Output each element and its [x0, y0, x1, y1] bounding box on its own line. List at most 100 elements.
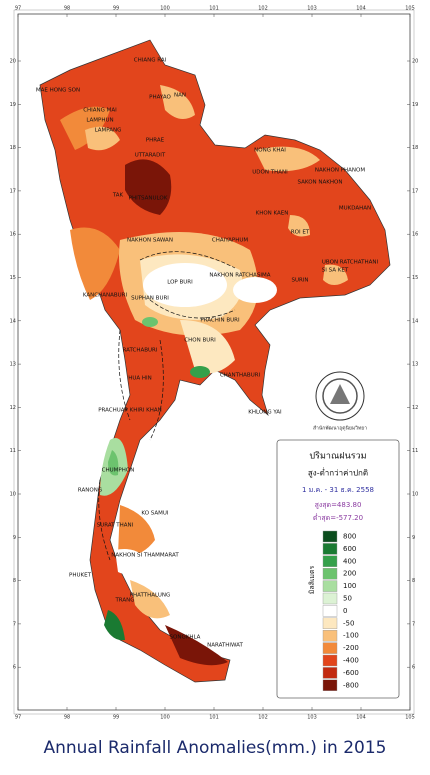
- lon-label: 100: [160, 715, 170, 721]
- place-label: CHIANG MAI: [83, 108, 117, 114]
- legend-label: 800: [343, 533, 356, 541]
- place-label: NAN: [174, 93, 186, 99]
- legend-label: -400: [343, 657, 359, 665]
- place-label: CHAIYAPHUM: [212, 238, 249, 244]
- place-label: LOP BURI: [167, 280, 193, 286]
- place-label: SUPHAN BURI: [131, 296, 169, 302]
- place-label: PHRAE: [146, 138, 165, 144]
- lat-label: 19: [10, 102, 16, 108]
- lat-label: 17: [10, 188, 16, 194]
- lat-label: 13: [412, 362, 418, 368]
- legend-max: สูงสุด=483.80: [315, 501, 362, 509]
- lat-label: 16: [412, 232, 418, 238]
- lon-label: 105: [405, 715, 415, 721]
- lon-label: 98: [64, 715, 70, 721]
- place-label: SAKON NAKHON: [298, 180, 343, 186]
- lat-label: 6: [412, 665, 415, 671]
- anomaly-zone: [108, 450, 119, 476]
- legend-swatch: [322, 530, 338, 543]
- anomaly-zone: [165, 625, 228, 666]
- lat-label: 20: [10, 59, 16, 65]
- anomaly-zone: [125, 159, 172, 215]
- lat-label: 11: [412, 448, 418, 454]
- place-label: NAKHON PHANOM: [315, 168, 365, 174]
- place-label: KHLONG YAI: [248, 410, 282, 416]
- place-label: NARATHIWAT: [207, 643, 243, 649]
- anomaly-zone: [143, 263, 227, 307]
- legend-label: 600: [343, 545, 356, 553]
- lat-label: 7: [412, 621, 415, 627]
- lon-label: 99: [113, 715, 119, 721]
- legend-period: 1 ม.ค. - 31 ธ.ค. 2558: [302, 486, 374, 494]
- lon-label: 97: [15, 715, 21, 721]
- emblem-inner: [322, 378, 358, 414]
- anomaly-zone: [70, 227, 120, 300]
- place-label: KHON KAEN: [256, 211, 289, 217]
- lon-label: 101: [209, 6, 219, 12]
- anomaly-zone: [233, 277, 277, 303]
- lon-label: 97: [15, 6, 21, 12]
- place-label: PRACHUAP KHIRI KHAN: [98, 408, 162, 414]
- place-label: PRACHIN BURI: [200, 318, 240, 324]
- place-label: CHIANG RAI: [134, 58, 167, 64]
- lon-label: 104: [356, 6, 366, 12]
- anomaly-zone: [104, 610, 125, 641]
- place-label: RATCHABURI: [123, 348, 158, 354]
- emblem-mark: [330, 384, 350, 404]
- lon-label: 105: [405, 6, 415, 12]
- agency-name: สำนักพัฒนาอุตุนิยมวิทยา: [313, 425, 367, 432]
- lat-label: 12: [10, 405, 16, 411]
- place-label: MAE HONG SON: [36, 88, 80, 94]
- legend-label: -50: [343, 619, 354, 627]
- legend-items: 800 600 400 200 100 50 0 -50 -100 -200 -400 -600 -80…: [322, 530, 359, 691]
- lat-label: 14: [412, 318, 418, 324]
- lon-label: 98: [64, 6, 70, 12]
- lat-label: 6: [13, 665, 16, 671]
- lon-label: 104: [356, 715, 366, 721]
- legend-swatch: [322, 580, 338, 592]
- legend-unit: มิลลิเมตร: [308, 566, 316, 595]
- place-label: TRANG: [114, 598, 134, 604]
- lat-label: 7: [13, 621, 16, 627]
- map: 9797989899991001001011011021021031031041…: [10, 6, 419, 721]
- place-label: UTTARADIT: [135, 153, 166, 159]
- lat-label: 20: [412, 59, 418, 65]
- legend: ปริมาณฝนรวม สูง-ต่ำกว่าค่าปกติ 1 ม.ค. - …: [276, 439, 400, 699]
- lat-label: 16: [10, 232, 16, 238]
- place-label: HUA HIN: [128, 376, 152, 382]
- place-label: MUKDAHAN: [339, 206, 371, 212]
- lat-label: 9: [412, 535, 415, 541]
- place-label: SI SA KET: [322, 268, 349, 274]
- lat-label: 14: [10, 318, 16, 324]
- anomaly-zone: [160, 85, 195, 119]
- place-label: UDON THANI: [252, 170, 288, 176]
- legend-swatch: [322, 617, 338, 629]
- place-label: UBON RATCHATHANI: [322, 260, 379, 266]
- place-label: NAKHON SI THAMMARAT: [111, 553, 179, 559]
- lat-label: 9: [13, 535, 16, 541]
- lat-label: 10: [412, 492, 418, 498]
- contour: [98, 251, 236, 561]
- legend-swatch: [322, 543, 338, 555]
- place-label: KANCHANABURI: [83, 293, 128, 299]
- place-label: SURIN: [291, 278, 308, 284]
- lon-label: 102: [258, 715, 268, 721]
- legend-swatch: [322, 654, 338, 667]
- lat-label: 13: [10, 362, 16, 368]
- legend-swatch: [322, 630, 338, 642]
- place-label: LAMPANG: [95, 128, 122, 134]
- lat-label: 19: [412, 102, 418, 108]
- place-label: PHATTHALUNG: [130, 593, 171, 599]
- anomaly-zone: [130, 580, 170, 619]
- legend-label: -200: [343, 644, 359, 652]
- legend-label: -100: [343, 632, 359, 640]
- legend-swatch: [322, 605, 338, 617]
- anomaly-zone: [115, 549, 150, 575]
- lat-label: 11: [10, 448, 16, 454]
- place-label: PHAYAO: [149, 95, 171, 101]
- place-label: CHUMPHON: [102, 468, 135, 474]
- lon-label: 103: [307, 715, 317, 721]
- legend-label: 400: [343, 557, 356, 565]
- place-label: NONG KHAI: [254, 148, 286, 154]
